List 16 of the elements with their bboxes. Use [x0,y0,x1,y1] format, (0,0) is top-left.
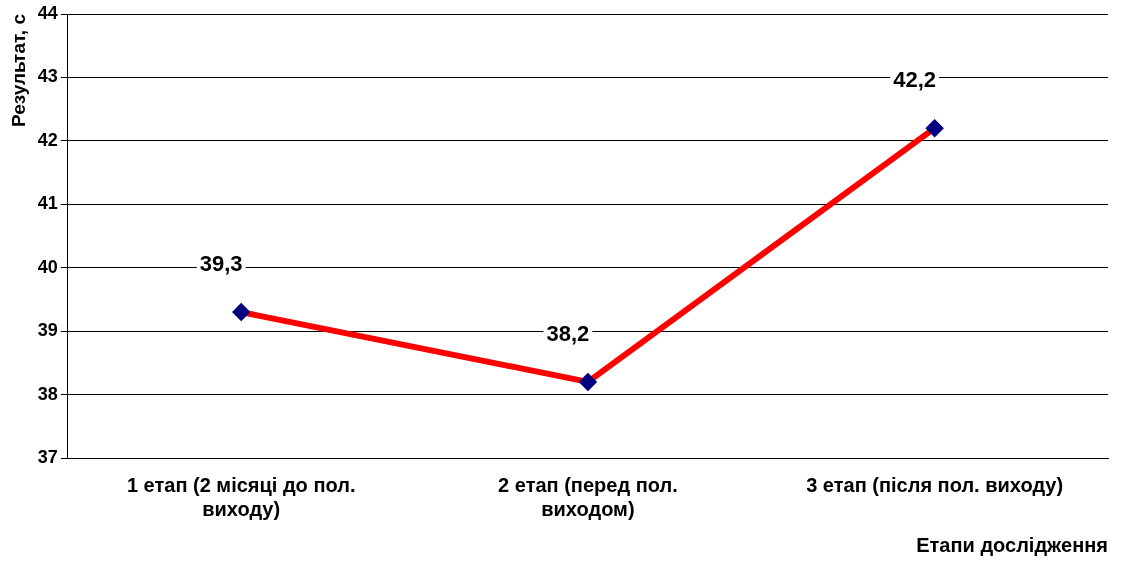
data-label: 38,2 [546,320,590,346]
x-tick-label: 2 етап (перед пол. виходом) [498,473,678,520]
y-tick-label: 44 [37,2,58,23]
x-tick-label: 1 етап (2 місяці до пол. виходу) [126,473,356,520]
y-tick-label: 38 [37,383,58,404]
data-label: 42,2 [893,67,937,93]
y-tick-label: 43 [37,66,58,87]
x-tick-label: 3 етап (після пол. виходу) [806,473,1064,496]
y-tick-label: 37 [37,446,58,467]
y-tick-label: 39 [37,320,58,341]
data-label: 39,3 [199,251,243,277]
x-axis-title: Етапи дослідження [916,533,1108,556]
y-tick-label: 41 [37,193,58,214]
y-axis-title: Результат, с [7,13,29,128]
y-tick-label: 42 [37,129,58,150]
y-tick-label: 40 [37,256,58,277]
